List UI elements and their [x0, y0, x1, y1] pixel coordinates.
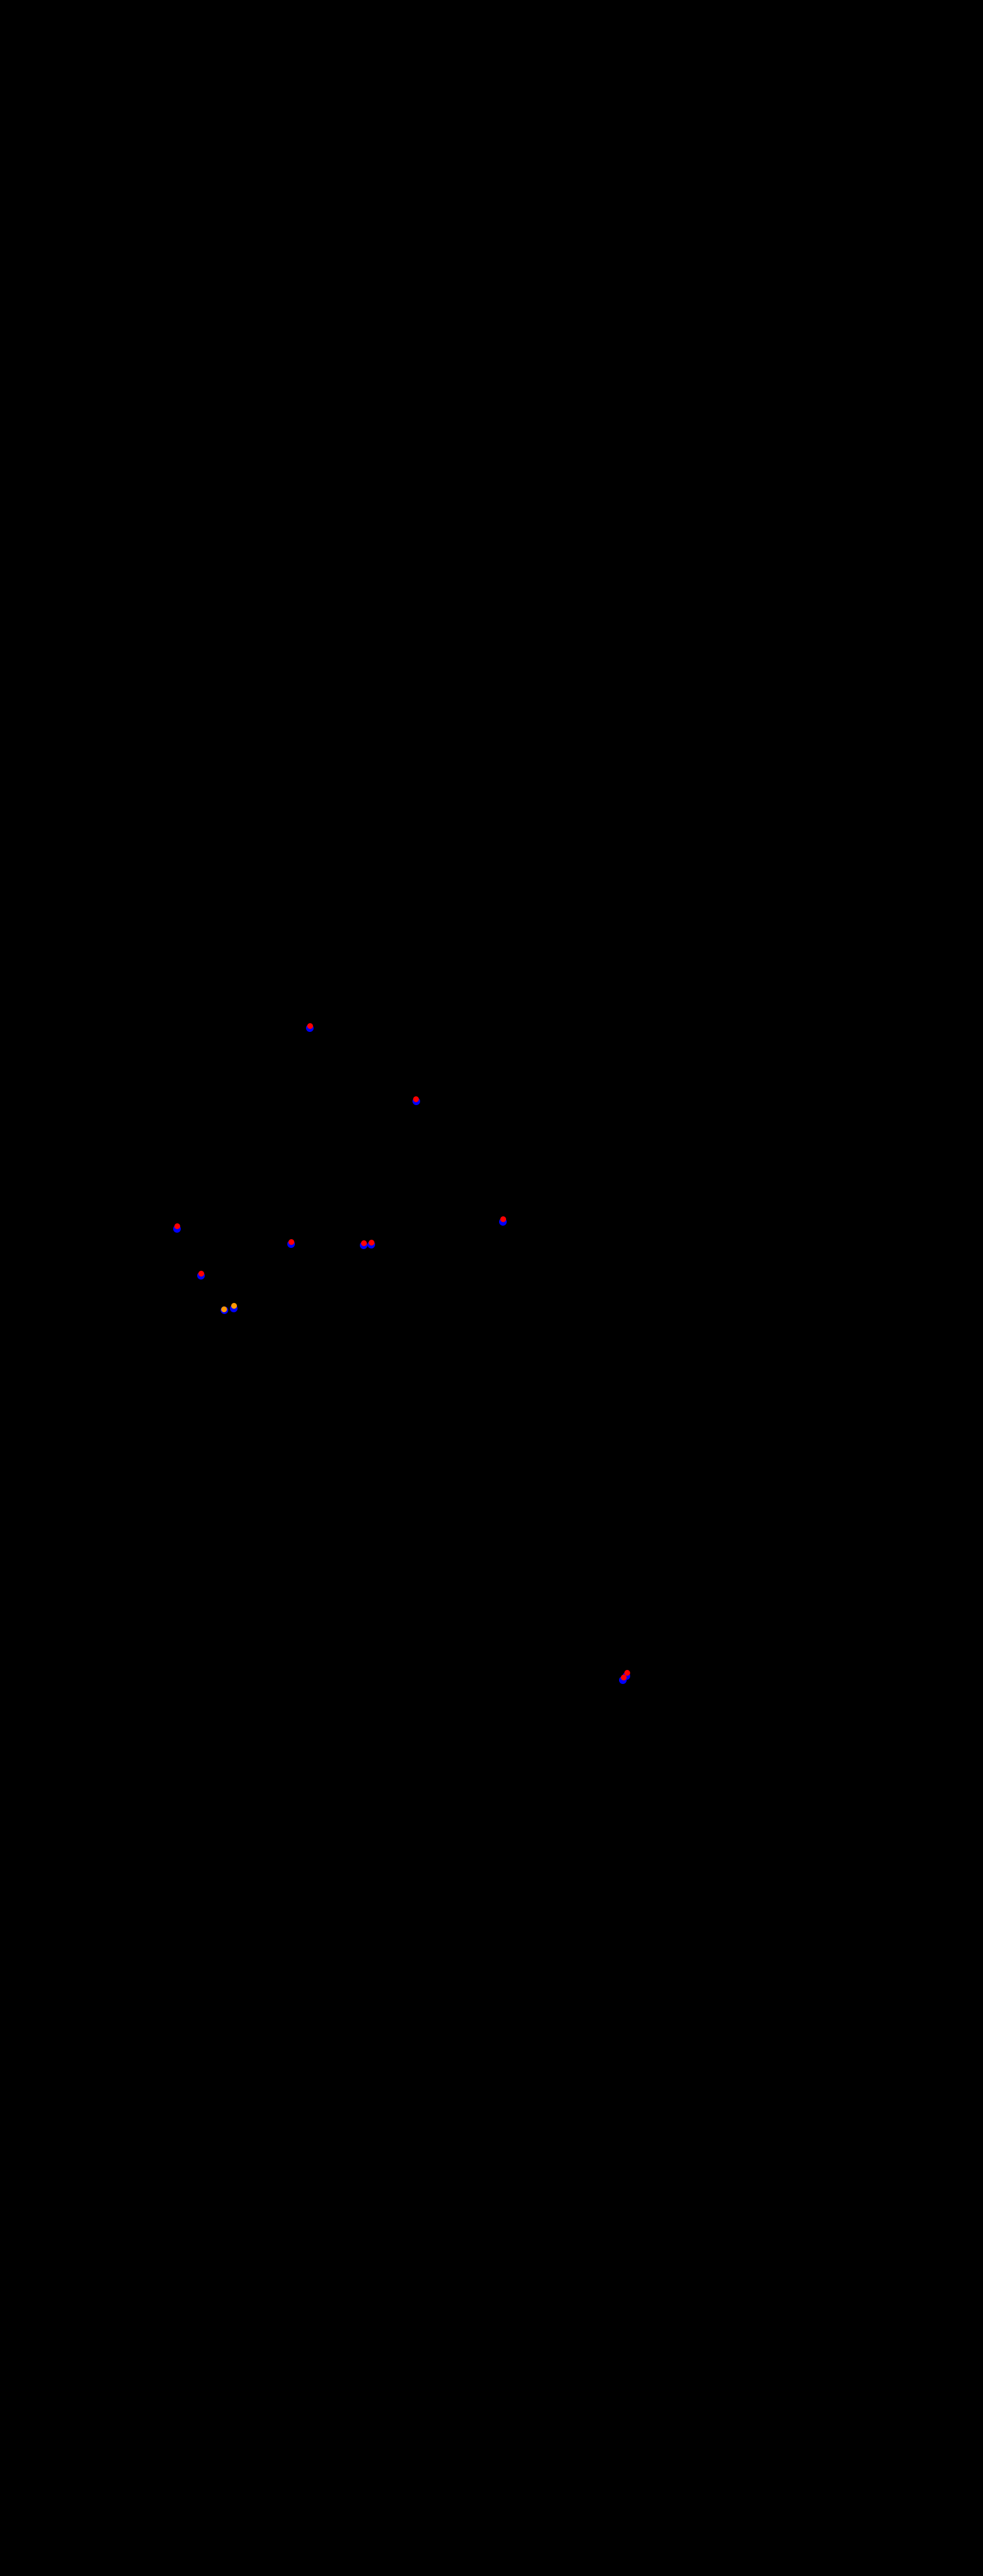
scatter-point-red-markers	[624, 1670, 630, 1676]
scatter-point-red-markers	[369, 1240, 374, 1246]
scatter-point-red-markers	[621, 1675, 627, 1680]
scatter-point-red-markers	[361, 1240, 367, 1246]
scatter-point-red-markers	[174, 1223, 180, 1229]
scatter-point-red-markers	[288, 1239, 294, 1245]
scatter-point-red-markers	[413, 1096, 419, 1102]
scatter-point-red-markers	[500, 1216, 506, 1222]
scatter-point-red-markers	[198, 1271, 204, 1277]
scatter-point-orange-markers	[221, 1306, 227, 1312]
scatter-point-red-markers	[307, 1023, 313, 1029]
scatter-point-orange-markers	[231, 1303, 237, 1309]
